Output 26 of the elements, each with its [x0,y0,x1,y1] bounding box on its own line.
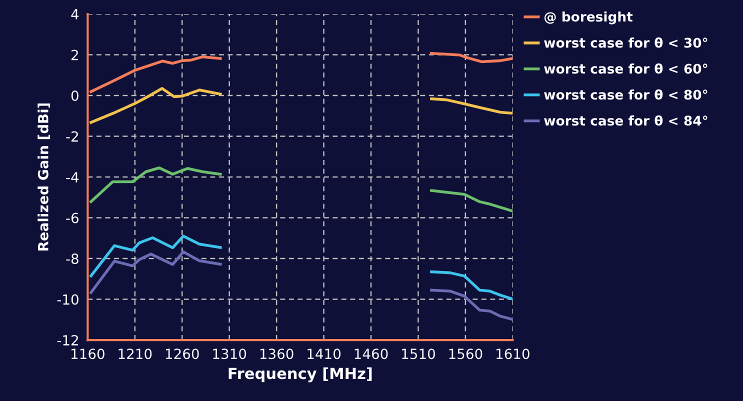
y-tick-label: -10 [57,294,78,305]
x-tick-label: 1510 [402,348,435,360]
legend-label: @ boresight [544,11,633,24]
y-tick-label: -8 [66,254,78,264]
x-tick-label: 1210 [118,348,152,360]
x-tick-label: 1410 [308,348,341,360]
x-tick-label: 1310 [213,348,246,360]
x-tick-label: 1460 [354,348,388,360]
legend-label: worst case for θ < 84° [544,115,708,126]
x-tick-label: 1160 [72,348,104,360]
y-tick-label: -4 [66,172,79,182]
x-axis-title: Frequency [MHz] [228,367,372,382]
legend-label: worst case for θ < 30° [544,37,708,48]
y-axis-title: Realized Gain [dBi] [38,103,50,251]
y-tick-label: -6 [66,212,78,224]
x-tick-label: 1560 [449,348,482,360]
x-tick-label: 1360 [260,348,294,360]
y-tick-label: 4 [71,9,79,20]
y-tick-label: 2 [72,50,78,60]
legend-label: worst case for θ < 60° [544,63,708,74]
y-tick-label: -12 [57,335,78,346]
x-tick-label: 1610 [496,348,530,360]
legend-label: worst case for θ < 80° [544,89,708,100]
y-tick-label: 0 [71,90,78,102]
x-tick-label: 1260 [166,348,199,360]
y-tick-label: -2 [66,131,78,142]
